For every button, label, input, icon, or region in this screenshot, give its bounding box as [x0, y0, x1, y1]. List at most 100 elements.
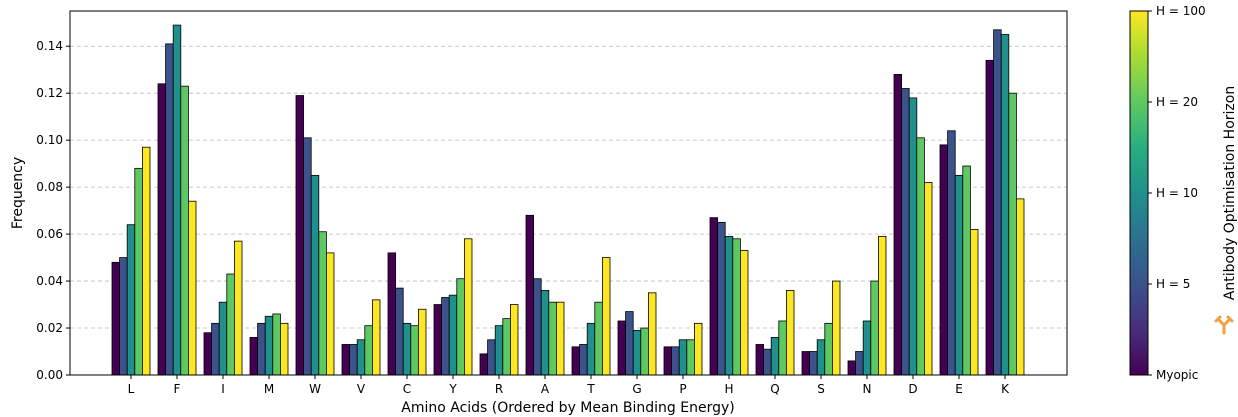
bar-V-3 [364, 325, 373, 376]
bar-A-4 [556, 301, 565, 376]
bar-H-2 [724, 236, 734, 376]
bar-C-0 [387, 252, 396, 376]
bar-G-2 [632, 329, 642, 376]
bar-N-0 [847, 360, 856, 376]
bar-S-3 [824, 322, 833, 376]
bar-L-1 [119, 257, 128, 376]
antibody-icon [1214, 315, 1234, 335]
bar-M-2 [264, 315, 274, 376]
bar-H-3 [732, 238, 741, 376]
bar-Y-0 [433, 304, 442, 376]
y-tick-label: 0.10 [36, 133, 63, 147]
bar-F-3 [180, 85, 189, 376]
bar-E-4 [970, 228, 979, 376]
bar-N-2 [862, 320, 872, 376]
bar-D-4 [924, 182, 933, 376]
bar-Q-4 [786, 290, 795, 376]
grid-lines [70, 45, 1067, 329]
colorbar-tick-label: H = 10 [1156, 186, 1198, 200]
bar-K-0 [985, 59, 994, 376]
bar-K-1 [993, 29, 1002, 376]
y-axis-label: Frequency [10, 157, 26, 229]
bars-group [111, 24, 1025, 376]
x-tick-label: Y [448, 382, 457, 396]
y-tick-label: 0.04 [36, 274, 63, 288]
bar-S-4 [832, 280, 841, 376]
bar-Y-2 [448, 294, 458, 376]
bar-C-2 [402, 322, 412, 376]
x-tick-label: C [403, 382, 411, 396]
x-tick-label: G [632, 382, 641, 396]
colorbar-label: Antibody Optimisation Horizon [1222, 86, 1238, 300]
bar-F-0 [157, 83, 166, 376]
x-tick-label: K [1001, 382, 1010, 396]
bar-F-1 [165, 43, 174, 376]
y-tick-label: 0.00 [36, 368, 63, 382]
bar-P-4 [694, 322, 703, 376]
x-tick-label: H [724, 382, 733, 396]
bar-H-4 [740, 250, 749, 376]
bar-N-3 [870, 280, 879, 376]
bar-R-1 [487, 339, 496, 376]
bar-I-3 [226, 273, 235, 376]
bar-E-3 [962, 165, 971, 376]
bar-H-1 [717, 221, 726, 376]
bar-C-3 [410, 325, 419, 376]
bar-R-2 [494, 325, 504, 376]
bar-Q-1 [763, 348, 772, 376]
x-tick-label: T [586, 382, 595, 396]
x-tick-label: A [541, 382, 550, 396]
bar-T-3 [594, 301, 603, 376]
x-tick-label: L [128, 382, 135, 396]
colorbar-gradient [1129, 10, 1149, 376]
bar-E-2 [954, 174, 964, 376]
bar-T-1 [579, 344, 588, 376]
bar-I-2 [218, 301, 228, 376]
bar-Q-2 [770, 337, 780, 376]
bar-Y-3 [456, 278, 465, 376]
x-axis-label: Amino Acids (Ordered by Mean Binding Ene… [401, 400, 734, 416]
colorbar: Myopic H = 5 H = 10 H = 20 H = 100 Antibody … [1129, 4, 1238, 382]
colorbar-tick-label: Myopic [1156, 368, 1198, 382]
bar-D-2 [908, 97, 918, 376]
x-tick-label: M [264, 382, 274, 396]
colorbar-tick-label: H = 20 [1156, 95, 1198, 109]
x-tick-label: V [357, 382, 366, 396]
bar-T-4 [602, 257, 611, 376]
bar-L-2 [126, 224, 136, 376]
bar-W-0 [295, 95, 304, 376]
bar-W-3 [318, 231, 327, 376]
bar-I-1 [211, 322, 220, 376]
bar-S-0 [801, 351, 810, 376]
bar-R-0 [479, 353, 488, 376]
bar-T-2 [586, 322, 596, 376]
bar-C-1 [395, 287, 404, 376]
bar-I-0 [203, 332, 212, 376]
bar-M-4 [279, 322, 289, 376]
bar-G-4 [648, 292, 657, 376]
x-tick-label: N [863, 382, 872, 396]
bar-A-2 [540, 290, 550, 376]
bar-T-0 [571, 346, 580, 376]
x-tick-label: I [221, 382, 225, 396]
bar-K-3 [1008, 92, 1017, 376]
plot-frame [69, 10, 1068, 376]
x-tick-label: E [955, 382, 963, 396]
bar-D-0 [893, 74, 902, 376]
x-tick-label: Q [770, 382, 779, 396]
y-tick-label: 0.14 [36, 39, 63, 53]
bar-F-2 [172, 24, 182, 376]
bar-V-4 [371, 299, 381, 376]
x-tick-label: F [174, 382, 181, 396]
y-tick-label: 0.12 [36, 86, 63, 100]
bar-L-4 [141, 146, 151, 376]
bar-D-1 [901, 88, 910, 376]
bar-V-2 [356, 339, 366, 376]
bar-D-3 [916, 137, 925, 376]
bar-I-4 [233, 240, 243, 376]
bar-C-4 [417, 308, 427, 376]
x-tick-label: S [817, 382, 825, 396]
bar-A-1 [533, 278, 542, 376]
bar-P-3 [686, 339, 695, 376]
